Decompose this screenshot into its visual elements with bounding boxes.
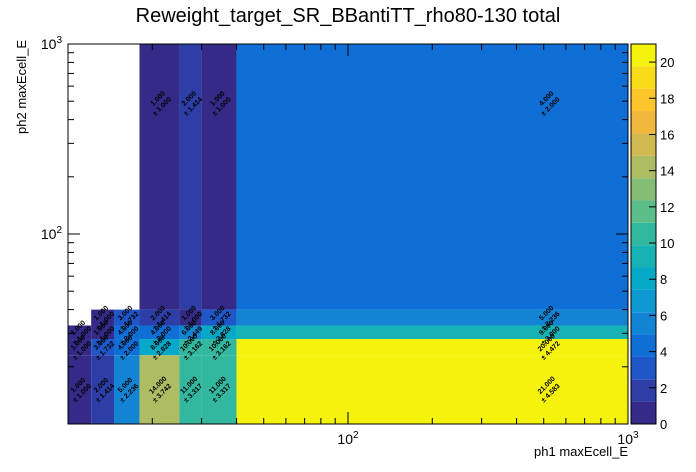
colorbar-tick-label: 6 bbox=[660, 308, 667, 323]
colorbar-swatch bbox=[631, 155, 656, 179]
y-tick-label: 103 bbox=[41, 35, 63, 52]
colorbar-swatch bbox=[631, 66, 656, 89]
heatmap-cell bbox=[179, 325, 202, 340]
heatmap-cells bbox=[68, 44, 629, 424]
heatmap-cell bbox=[139, 325, 180, 340]
colorbar-tick-label: 20 bbox=[660, 55, 674, 70]
heatmap-cell bbox=[201, 309, 237, 326]
heatmap-cell bbox=[114, 325, 140, 340]
colorbar-tick-label: 18 bbox=[660, 91, 674, 106]
heatmap-cell bbox=[68, 44, 140, 310]
heatmap-cell bbox=[179, 339, 202, 356]
heatmap-cell bbox=[236, 325, 629, 340]
x-tick-label: 103 bbox=[617, 430, 639, 447]
x-tick-label: 102 bbox=[337, 430, 359, 447]
colorbar-swatch bbox=[631, 289, 656, 313]
colorbar-swatch bbox=[631, 200, 656, 223]
heatmap-cell bbox=[179, 309, 202, 326]
colorbar-tick-label: 14 bbox=[660, 164, 674, 179]
colorbar-swatch bbox=[631, 178, 656, 201]
colorbar-tick-label: 10 bbox=[660, 236, 674, 251]
heatmap-cell bbox=[179, 355, 202, 424]
colorbar-swatch bbox=[631, 245, 656, 268]
heatmap-cell bbox=[139, 309, 180, 326]
colorbar-tick-label: 2 bbox=[660, 381, 667, 396]
colorbar-swatch bbox=[631, 401, 656, 424]
colorbar-tick-label: 0 bbox=[660, 417, 667, 432]
heatmap-cell bbox=[139, 44, 180, 310]
heatmap-cell bbox=[91, 339, 115, 356]
colorbar-swatch bbox=[631, 334, 656, 357]
colorbar-swatch bbox=[631, 44, 656, 67]
heatmap-cell bbox=[114, 309, 140, 326]
colorbar-tick-label: 4 bbox=[660, 345, 667, 360]
color-scale: 0 2 4 6 8 10 12 14 16 18 20 bbox=[630, 43, 674, 432]
heatmap-cell bbox=[179, 44, 202, 310]
heatmap-cell bbox=[201, 339, 237, 356]
y-tick-label: 102 bbox=[41, 225, 63, 242]
heatmap-cell bbox=[139, 339, 180, 356]
heatmap-cell bbox=[139, 355, 180, 424]
heatmap-cell bbox=[91, 355, 115, 424]
colorbar-swatch bbox=[631, 356, 656, 380]
heatmap-cell bbox=[68, 325, 92, 340]
x-axis-label: ph1 maxEcell_E bbox=[534, 444, 628, 459]
axes: 102 103 102 103 bbox=[41, 35, 639, 447]
heatmap-cell bbox=[236, 309, 629, 326]
colorbar-swatch bbox=[631, 88, 656, 112]
chart-title: Reweight_target_SR_BBantiTT_rho80-130 to… bbox=[136, 5, 561, 27]
heatmap-cell bbox=[201, 355, 237, 424]
colorbar-swatch bbox=[631, 379, 656, 402]
heatmap-cell bbox=[201, 325, 237, 340]
heatmap-cell bbox=[68, 355, 92, 424]
colorbar-swatch bbox=[631, 267, 656, 290]
colorbar-swatch bbox=[631, 133, 656, 156]
heatmap-cell bbox=[114, 339, 140, 356]
colorbar-swatch bbox=[631, 111, 656, 134]
heatmap-cell bbox=[236, 44, 629, 310]
colorbar-swatch bbox=[631, 222, 656, 246]
heatmap-cell bbox=[201, 44, 237, 310]
y-axis-label: ph2 maxEcell_E bbox=[14, 40, 29, 134]
colorbar-tick-label: 16 bbox=[660, 127, 674, 142]
heatmap-cell bbox=[68, 339, 92, 356]
heatmap-cell bbox=[91, 309, 115, 326]
colorbar-frame bbox=[630, 43, 657, 425]
heatmap-cell bbox=[91, 325, 115, 340]
heatmap-cell bbox=[114, 355, 140, 424]
colorbar-tick-label: 8 bbox=[660, 272, 667, 287]
heatmap-cell bbox=[236, 355, 629, 424]
colorbar-swatch bbox=[631, 312, 656, 335]
colorbar-tick-label: 12 bbox=[660, 200, 674, 215]
heatmap-cell bbox=[236, 339, 629, 356]
